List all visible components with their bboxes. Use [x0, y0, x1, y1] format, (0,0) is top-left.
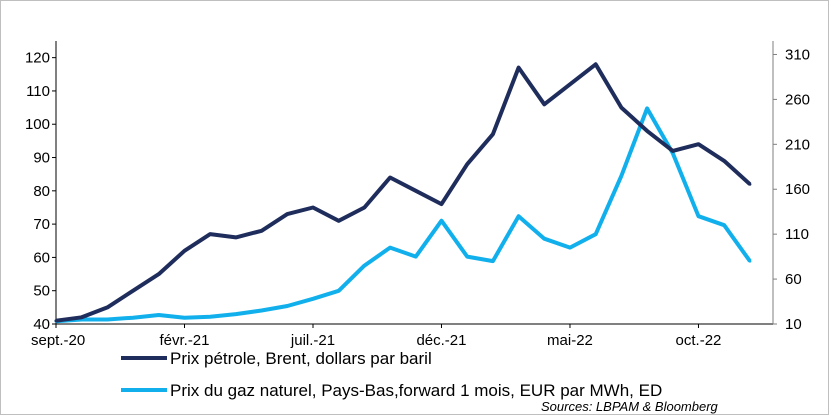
- brent-data-point: [260, 229, 264, 233]
- brent-data-point: [234, 235, 238, 239]
- gas-data-point: [234, 312, 238, 316]
- brent-data-point: [157, 272, 161, 276]
- brent-data-point: [465, 162, 469, 166]
- gas-data-point: [105, 318, 109, 321]
- gas-data-point: [311, 297, 315, 301]
- brent-price-line: [55, 62, 752, 323]
- brent-data-point: [54, 319, 58, 323]
- left-tick-label: 40: [33, 316, 50, 333]
- left-tick-label: 80: [33, 183, 50, 200]
- brent-data-point: [80, 315, 84, 319]
- brent-data-point: [131, 289, 135, 293]
- brent-data-point: [568, 82, 572, 86]
- left-tick-label: 100: [25, 116, 50, 133]
- right-tick-label: 10: [785, 316, 802, 333]
- brent-data-point: [337, 219, 341, 223]
- gas-data-point: [722, 223, 726, 227]
- gas-data-point: [183, 316, 186, 320]
- gas-data-point: [414, 255, 418, 259]
- x-tick-label: déc.-21: [416, 332, 466, 349]
- left-tick-label: 90: [33, 150, 50, 167]
- x-tick-label: juil.-21: [290, 332, 335, 349]
- gas-data-point: [440, 219, 443, 223]
- gas-data-point: [285, 304, 289, 308]
- left-tick-label: 120: [25, 50, 50, 67]
- brent-data-point: [542, 102, 546, 106]
- brent-data-point: [414, 189, 418, 193]
- gas-data-point: [131, 316, 135, 320]
- legend-label: Prix pétrole, Brent, dollars par baril: [170, 349, 432, 368]
- brent-data-point: [748, 182, 752, 186]
- x-tick-label: févr.-21: [159, 332, 209, 349]
- gas-data-point: [337, 289, 341, 293]
- brent-data-point: [671, 149, 675, 153]
- legend-label: Prix du gaz naturel, Pays-Bas,forward 1 …: [170, 381, 662, 400]
- x-tick-label: oct.-22: [676, 332, 722, 349]
- left-tick-label: 110: [26, 83, 50, 100]
- right-tick-label: 210: [785, 136, 810, 153]
- gas-data-point: [388, 246, 392, 250]
- brent-data-point: [645, 129, 649, 133]
- brent-data-point: [311, 206, 315, 209]
- gas-data-point: [594, 232, 598, 236]
- gas-data-point: [542, 237, 546, 241]
- source-note: Sources: LBPAM & Bloomberg: [541, 399, 719, 414]
- brent-data-point: [697, 142, 700, 146]
- left-tick-label: 60: [33, 249, 50, 266]
- brent-data-point: [388, 176, 392, 179]
- gas-data-point: [260, 309, 264, 312]
- x-tick-label: sept.-20: [31, 332, 85, 349]
- gas-data-point: [517, 214, 521, 218]
- right-tick-label: 60: [785, 271, 802, 288]
- right-tick-label: 110: [785, 226, 809, 243]
- left-tick-label: 50: [33, 283, 50, 300]
- right-tick-label: 260: [785, 91, 810, 108]
- brent-data-point: [208, 232, 212, 236]
- gas-data-point: [697, 214, 700, 218]
- brent-data-point: [517, 66, 521, 70]
- gas-data-point: [645, 106, 649, 110]
- gas-data-point: [568, 246, 572, 250]
- right-tick-label: 160: [785, 181, 810, 198]
- brent-data-point: [285, 212, 289, 216]
- gas-data-point: [362, 264, 366, 268]
- gas-data-point: [157, 313, 161, 317]
- brent-data-point: [722, 159, 726, 163]
- gas-data-point: [465, 255, 469, 259]
- gas-data-point: [208, 315, 212, 319]
- gas-data-point: [619, 174, 623, 178]
- gas-data-point: [491, 259, 495, 263]
- brent-data-point: [619, 106, 623, 110]
- brent-data-point: [105, 305, 109, 309]
- brent-data-point: [183, 249, 186, 253]
- gas-price-line: [55, 106, 752, 324]
- brent-data-point: [594, 62, 598, 66]
- brent-data-point: [491, 132, 495, 136]
- right-tick-label: 310: [785, 46, 810, 63]
- brent-data-point: [362, 206, 366, 209]
- gas-data-point: [748, 259, 752, 263]
- left-tick-label: 70: [33, 216, 50, 233]
- brent-data-point: [440, 202, 443, 206]
- x-tick-label: mai-22: [547, 332, 593, 349]
